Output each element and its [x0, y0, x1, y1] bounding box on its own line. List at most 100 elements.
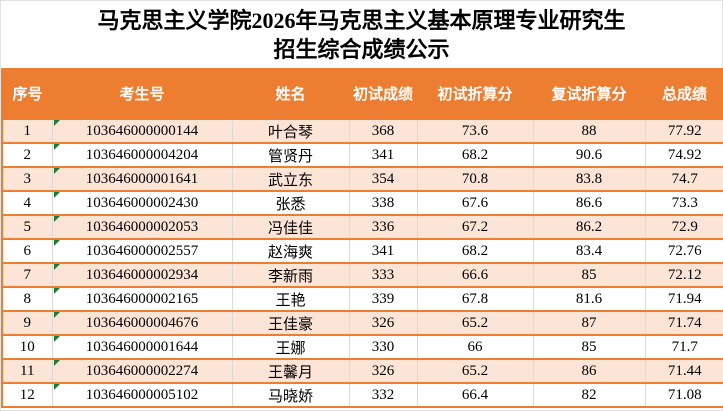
cell-text: 2	[23, 146, 32, 163]
retest-converted-score-cell: 82	[532, 382, 645, 407]
cell-text: 71.08	[667, 386, 702, 403]
table-row: 11 103646000002274 王馨月 326 65.2 86 71.44	[2, 358, 723, 383]
retest-converted-score-cell: 85	[532, 262, 645, 287]
cell-text: 87	[581, 314, 597, 331]
cell-text: 8	[23, 290, 32, 307]
cell-text: 103646000001644	[85, 338, 199, 355]
cell-text: 74.7	[671, 170, 698, 187]
cell-text: 叶合琴	[267, 124, 313, 141]
number-as-text-indicator-icon	[53, 169, 60, 174]
cell-text: 330	[371, 338, 395, 355]
table-row: 4 103646000002430 张悉 338 67.6 86.6 73.3	[2, 190, 723, 215]
initial-score-cell: 336	[348, 214, 417, 239]
table-header-row: 序号 考生号 姓名 初试成绩 初试折算分 复试折算分 总成绩	[2, 68, 723, 119]
table-row: 12 103646000005102 马晓娇 332 66.4 82 71.08	[2, 382, 723, 407]
cell-text: 368	[371, 122, 395, 139]
retest-converted-score-cell: 81.6	[532, 286, 645, 311]
cell-text: 72.12	[667, 266, 702, 283]
seq-cell: 11	[2, 358, 52, 383]
cell-text: 70.8	[461, 170, 489, 187]
initial-converted-score-cell: 65.2	[416, 310, 533, 335]
cell-text: 73.6	[461, 122, 489, 139]
initial-score-cell: 330	[348, 334, 417, 359]
cell-text: 103646000000144	[85, 122, 199, 139]
initial-score-cell: 338	[348, 190, 417, 215]
candidate-no-cell: 103646000002430	[51, 190, 232, 215]
table-row: 8 103646000002165 王艳 339 67.8 81.6 71.94	[2, 286, 723, 311]
initial-score-cell: 326	[348, 310, 417, 335]
total-score-cell: 71.74	[644, 310, 723, 335]
cell-text: 71.44	[667, 362, 702, 379]
number-as-text-indicator-icon	[53, 361, 60, 366]
cell-text: 72.76	[667, 242, 702, 259]
col-header-candidate-no: 考生号	[52, 68, 232, 119]
retest-converted-score-cell: 83.4	[532, 238, 645, 263]
name-cell: 王馨月	[231, 358, 349, 383]
col-header-name: 姓名	[232, 68, 349, 119]
initial-converted-score-cell: 70.8	[416, 166, 533, 191]
cell-text: 86	[581, 362, 597, 379]
cell-text: 103646000004204	[85, 146, 199, 163]
initial-converted-score-cell: 73.6	[416, 118, 533, 143]
seq-cell: 5	[2, 214, 52, 239]
cell-text: 马晓娇	[267, 388, 313, 405]
cell-text: 67.2	[461, 218, 489, 235]
total-score-cell: 71.08	[644, 382, 723, 407]
table-row: 6 103646000002557 赵海爽 341 68.2 83.4 72.76	[2, 238, 723, 263]
cell-text: 338	[371, 194, 395, 211]
cell-text: 66.4	[461, 386, 489, 403]
initial-score-cell: 332	[348, 382, 417, 407]
table-body: 1 103646000000144 叶合琴 368 73.6 88 77.92 2 103646…	[2, 118, 723, 407]
table-row: 10 103646000001644 王娜 330 66 85 71.7	[2, 334, 723, 359]
name-cell: 武立东	[231, 166, 349, 191]
name-cell: 李新雨	[231, 262, 349, 287]
initial-converted-score-cell: 65.2	[416, 358, 533, 383]
col-header-initial-score: 初试成绩	[349, 68, 417, 119]
initial-converted-score-cell: 66.4	[416, 382, 533, 407]
cell-text: 68.2	[461, 146, 489, 163]
cell-text: 83.4	[575, 242, 603, 259]
cell-text: 103646000002165	[85, 290, 199, 307]
cell-text: 74.92	[667, 146, 702, 163]
cell-text: 67.6	[461, 194, 489, 211]
col-header-initial-converted-score: 初试折算分	[417, 68, 533, 119]
col-header-total-score: 总成绩	[645, 68, 723, 119]
cell-text: 73.3	[671, 194, 698, 211]
retest-converted-score-cell: 86.2	[532, 214, 645, 239]
cell-text: 王艳	[275, 292, 306, 309]
cell-text: 326	[371, 314, 395, 331]
name-cell: 王佳豪	[231, 310, 349, 335]
candidate-no-cell: 103646000002557	[51, 238, 232, 263]
number-as-text-indicator-icon	[53, 289, 60, 294]
seq-cell: 7	[2, 262, 52, 287]
initial-converted-score-cell: 67.8	[416, 286, 533, 311]
candidate-no-cell: 103646000005102	[51, 382, 232, 407]
table-row: 7 103646000002934 李新雨 333 66.6 85 72.12	[2, 262, 723, 287]
cell-text: 4	[23, 194, 32, 211]
cell-text: 66.6	[461, 266, 489, 283]
total-score-cell: 74.7	[644, 166, 723, 191]
initial-converted-score-cell: 66.6	[416, 262, 533, 287]
cell-text: 85	[581, 266, 597, 283]
cell-text: 65.2	[461, 362, 489, 379]
candidate-no-cell: 103646000000144	[51, 118, 232, 143]
name-cell: 管贤丹	[231, 142, 349, 167]
candidate-no-cell: 103646000001641	[51, 166, 232, 191]
cell-text: 354	[371, 170, 395, 187]
cell-text: 武立东	[267, 172, 313, 189]
cell-text: 82	[581, 386, 597, 403]
cell-text: 103646000002430	[85, 194, 199, 211]
initial-score-cell: 341	[348, 142, 417, 167]
cell-text: 103646000001641	[85, 170, 199, 187]
cell-text: 90.6	[575, 146, 603, 163]
table-row: 5 103646000002053 冯佳佳 336 67.2 86.2 72.9	[2, 214, 723, 239]
total-score-cell: 71.94	[644, 286, 723, 311]
cell-text: 103646000004676	[85, 314, 199, 331]
retest-converted-score-cell: 87	[532, 310, 645, 335]
seq-cell: 10	[2, 334, 52, 359]
initial-converted-score-cell: 68.2	[416, 238, 533, 263]
page-title: 马克思主义学院2026年马克思主义基本原理专业研究生 招生综合成绩公示	[1, 1, 722, 68]
seq-cell: 8	[2, 286, 52, 311]
seq-cell: 6	[2, 238, 52, 263]
cell-text: 66	[467, 338, 483, 355]
